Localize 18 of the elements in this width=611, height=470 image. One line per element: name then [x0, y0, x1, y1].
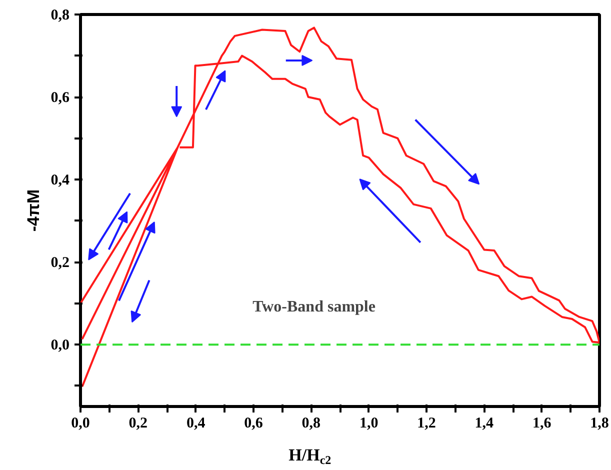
- x-tick-label: 0,4: [186, 416, 206, 432]
- x-tick-label: 0,0: [71, 416, 90, 432]
- y-axis-title: -4πM: [24, 189, 43, 232]
- y-tick-label: 0,4: [50, 172, 70, 189]
- y-tick-label: 0,0: [50, 338, 70, 354]
- x-tick-label: 0,2: [128, 416, 148, 432]
- x-tick-label: 1,8: [590, 416, 609, 432]
- x-tick-label: 0,8: [302, 416, 321, 432]
- x-tick-label: 1,6: [532, 416, 552, 432]
- x-tick-label: 1,4: [474, 416, 494, 432]
- x-tick-label: 1,2: [417, 416, 436, 432]
- x-tick-label: 0,6: [244, 416, 264, 432]
- y-tick-label: 0,6: [50, 90, 70, 106]
- y-tick-label: 0,8: [50, 8, 70, 24]
- line-series: [80, 26, 600, 387]
- x-tick-label: 1,0: [359, 416, 378, 432]
- y-tick-label: 0,2: [50, 255, 70, 272]
- annotation: Two-Band sample: [252, 298, 376, 316]
